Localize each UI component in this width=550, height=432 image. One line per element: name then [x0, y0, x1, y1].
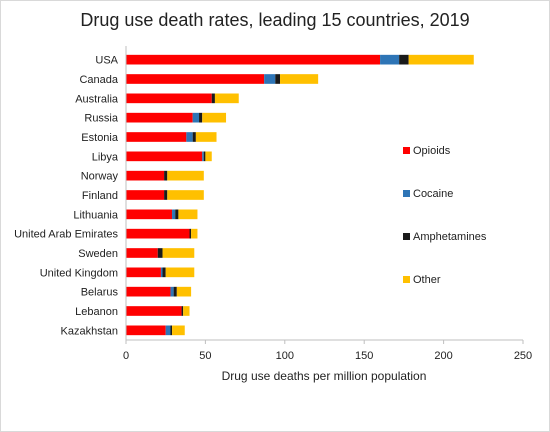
bar-other-0 — [408, 54, 474, 65]
chart-title: Drug use death rates, leading 15 countri… — [80, 10, 470, 30]
category-label: Australia — [75, 93, 119, 105]
bar-opioids-9 — [126, 228, 190, 239]
x-tick-label: 200 — [434, 350, 452, 362]
bar-other-5 — [205, 151, 212, 162]
category-label: Libya — [92, 151, 119, 163]
bar-amphetamines-8 — [175, 209, 179, 220]
bar-cocaine-5 — [202, 151, 204, 162]
bar-opioids-3 — [126, 112, 193, 123]
category-label: United Arab Emirates — [14, 229, 118, 241]
bar-amphetamines-6 — [164, 170, 168, 181]
bar-amphetamines-11 — [162, 267, 166, 278]
bar-other-10 — [162, 248, 195, 258]
bar-opioids-2 — [126, 93, 212, 104]
category-label: Lithuania — [73, 209, 119, 221]
bar-amphetamines-2 — [211, 93, 215, 104]
bars-group — [126, 54, 474, 336]
bar-opioids-13 — [126, 306, 182, 316]
category-label: Sweden — [78, 248, 118, 260]
bar-amphetamines-9 — [189, 228, 192, 239]
legend-swatch-other — [403, 276, 410, 283]
bar-other-4 — [195, 132, 217, 142]
bar-opioids-1 — [126, 74, 265, 84]
bar-opioids-7 — [126, 190, 165, 200]
category-label: Lebanon — [75, 306, 118, 318]
bar-other-11 — [165, 267, 195, 278]
bar-other-12 — [176, 286, 192, 297]
bar-other-14 — [172, 325, 185, 336]
bar-cocaine-0 — [380, 54, 400, 65]
bar-other-9 — [191, 228, 198, 239]
bar-other-7 — [167, 190, 204, 200]
bar-amphetamines-12 — [173, 286, 177, 297]
bar-opioids-8 — [126, 209, 173, 220]
x-tick-label: 100 — [276, 350, 294, 362]
bar-opioids-14 — [126, 325, 166, 336]
x-tick-label: 50 — [199, 350, 211, 362]
bar-amphetamines-10 — [157, 248, 163, 258]
bar-cocaine-8 — [172, 209, 176, 220]
legend-swatch-amphetamines — [403, 233, 410, 240]
bar-other-2 — [214, 93, 239, 104]
category-label: Norway — [81, 171, 119, 183]
bar-opioids-11 — [126, 267, 161, 278]
bar-opioids-0 — [126, 54, 381, 65]
bar-cocaine-11 — [160, 267, 163, 278]
bar-amphetamines-3 — [199, 112, 203, 123]
bar-opioids-4 — [126, 132, 187, 142]
bar-amphetamines-1 — [275, 74, 281, 84]
category-label: Finland — [82, 190, 118, 202]
legend-label-amphetamines: Amphetamines — [413, 231, 487, 243]
bar-amphetamines-0 — [399, 54, 409, 65]
x-axis: 0 50 100 150 200 250 — [123, 46, 532, 362]
bar-amphetamines-13 — [181, 306, 184, 316]
bar-cocaine-14 — [165, 325, 171, 336]
category-label: Belarus — [81, 287, 119, 299]
category-label: Russia — [84, 113, 119, 125]
bar-opioids-12 — [126, 286, 171, 297]
x-axis-label: Drug use deaths per million population — [222, 369, 427, 383]
category-label: Kazakhstan — [61, 325, 118, 337]
bar-amphetamines-7 — [164, 190, 168, 200]
bar-opioids-6 — [126, 170, 165, 181]
category-label: United Kingdom — [40, 267, 118, 279]
bar-other-13 — [183, 306, 190, 316]
bar-cocaine-3 — [192, 112, 200, 123]
bar-cocaine-1 — [264, 74, 276, 84]
legend-swatch-opioids — [403, 147, 410, 154]
bar-amphetamines-14 — [170, 325, 173, 336]
x-tick-label: 250 — [514, 350, 532, 362]
legend-label-other: Other — [413, 274, 441, 286]
x-tick-label: 150 — [355, 350, 373, 362]
bar-opioids-10 — [126, 248, 158, 258]
legend-swatch-cocaine — [403, 190, 410, 197]
legend-label-opioids: Opioids — [413, 145, 451, 157]
bar-other-6 — [167, 170, 204, 181]
bar-other-1 — [280, 74, 319, 84]
bar-cocaine-4 — [186, 132, 193, 142]
category-label: Canada — [79, 74, 118, 86]
category-label: USA — [95, 55, 118, 67]
bar-other-3 — [202, 112, 227, 123]
bar-amphetamines-5 — [203, 151, 206, 162]
bar-amphetamines-4 — [192, 132, 196, 142]
legend-label-cocaine: Cocaine — [413, 188, 453, 200]
legend: Opioids Cocaine Amphetamines Other — [403, 145, 487, 286]
category-label: Estonia — [81, 132, 119, 144]
bar-opioids-5 — [126, 151, 203, 162]
x-tick-label: 0 — [123, 350, 129, 362]
bar-other-8 — [178, 209, 198, 220]
category-labels: USA Canada Australia Russia Estonia Libya Norw… — [14, 55, 119, 338]
bar-cocaine-12 — [170, 286, 174, 297]
